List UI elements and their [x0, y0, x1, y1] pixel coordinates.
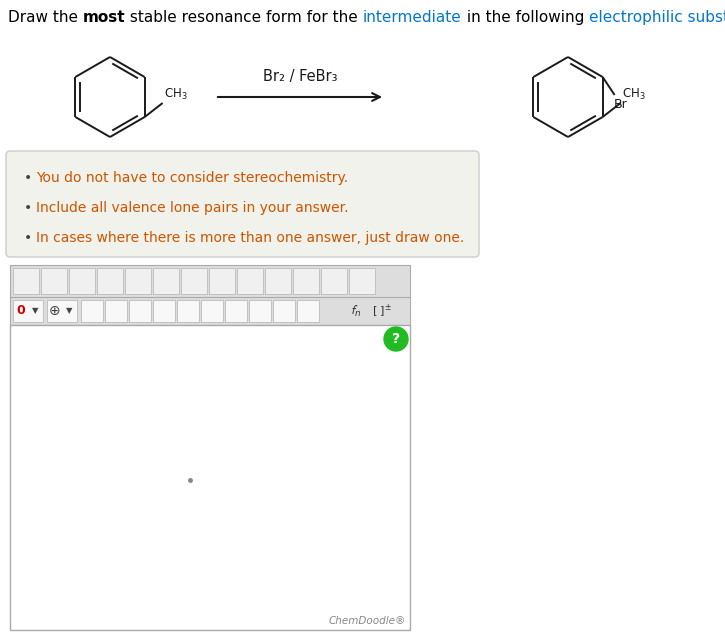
Bar	[273, 300, 295, 322]
Bar	[293, 268, 319, 294]
Text: [ ]$^{\pm}$: [ ]$^{\pm}$	[372, 302, 392, 320]
Bar	[105, 300, 127, 322]
Text: electrophilic substitution: electrophilic substitution	[589, 10, 725, 25]
Bar	[265, 268, 291, 294]
Bar	[201, 300, 223, 322]
Text: ChemDoodle®: ChemDoodle®	[328, 616, 406, 626]
Text: $\mathcal{f}_n$: $\mathcal{f}_n$	[350, 303, 361, 318]
Bar	[69, 268, 95, 294]
Bar	[153, 300, 175, 322]
Text: Draw the: Draw the	[8, 10, 83, 25]
Text: in the following: in the following	[462, 10, 589, 25]
Text: intermediate: intermediate	[363, 10, 462, 25]
Text: stable resonance form for the: stable resonance form for the	[125, 10, 363, 25]
Bar	[209, 268, 235, 294]
Bar	[125, 268, 151, 294]
FancyBboxPatch shape	[6, 151, 479, 257]
Bar	[10, 265, 410, 325]
Bar	[297, 300, 319, 322]
Circle shape	[384, 327, 408, 351]
Bar	[129, 300, 151, 322]
Text: CH$_3$: CH$_3$	[621, 87, 645, 102]
Bar	[13, 268, 39, 294]
Text: most: most	[83, 10, 125, 25]
Bar	[10, 325, 410, 630]
Text: •: •	[24, 201, 32, 215]
Bar	[349, 268, 375, 294]
Bar	[177, 300, 199, 322]
Text: 0: 0	[17, 305, 25, 318]
Text: ⊕: ⊕	[49, 304, 61, 318]
Text: •: •	[24, 171, 32, 185]
Bar	[153, 268, 179, 294]
Text: •: •	[24, 231, 32, 245]
Bar	[225, 300, 247, 322]
Text: ▼: ▼	[32, 307, 38, 316]
Text: CH$_3$: CH$_3$	[164, 87, 187, 102]
Text: You do not have to consider stereochemistry.: You do not have to consider stereochemis…	[36, 171, 348, 185]
Text: ▼: ▼	[66, 307, 72, 316]
Bar	[237, 268, 263, 294]
Bar	[47, 300, 77, 322]
Bar	[181, 268, 207, 294]
Text: Include all valence lone pairs in your answer.: Include all valence lone pairs in your a…	[36, 201, 349, 215]
Text: Br: Br	[613, 98, 627, 111]
Bar	[81, 300, 103, 322]
Bar	[13, 300, 43, 322]
Bar	[249, 300, 271, 322]
Bar	[97, 268, 123, 294]
Bar	[321, 268, 347, 294]
Text: ?: ?	[392, 332, 400, 346]
Bar	[41, 268, 67, 294]
Text: In cases where there is more than one answer, just draw one.: In cases where there is more than one an…	[36, 231, 464, 245]
Text: Br₂ / FeBr₃: Br₂ / FeBr₃	[262, 69, 337, 84]
